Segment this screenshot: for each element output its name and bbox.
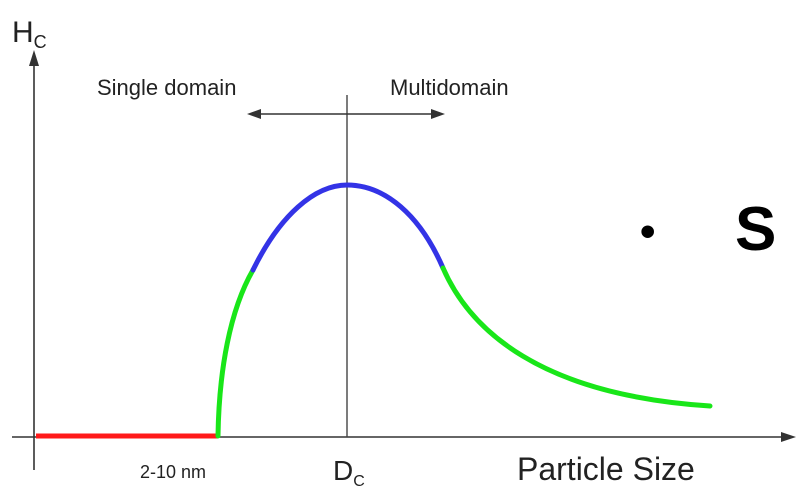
critical-diameter-label: DC: [333, 455, 365, 490]
bullet-text: S: [735, 195, 776, 264]
single-domain-label: Single domain: [97, 75, 236, 100]
multidomain-label: Multidomain: [390, 75, 509, 100]
domain-arrow-left-head: [247, 109, 261, 119]
x-axis-label: Particle Size: [517, 451, 695, 487]
domain-arrow-right-head: [431, 109, 445, 119]
decay-curve-segment: [440, 265, 713, 409]
x-axis-arrow: [781, 432, 796, 442]
bullet-symbol: •: [640, 207, 655, 256]
rising-curve-segment: [215, 267, 256, 439]
y-axis-arrow: [29, 50, 39, 66]
y-axis-label: HC: [12, 16, 47, 52]
size-range-label: 2-10 nm: [140, 462, 206, 482]
peak-curve-segment: [250, 182, 446, 273]
